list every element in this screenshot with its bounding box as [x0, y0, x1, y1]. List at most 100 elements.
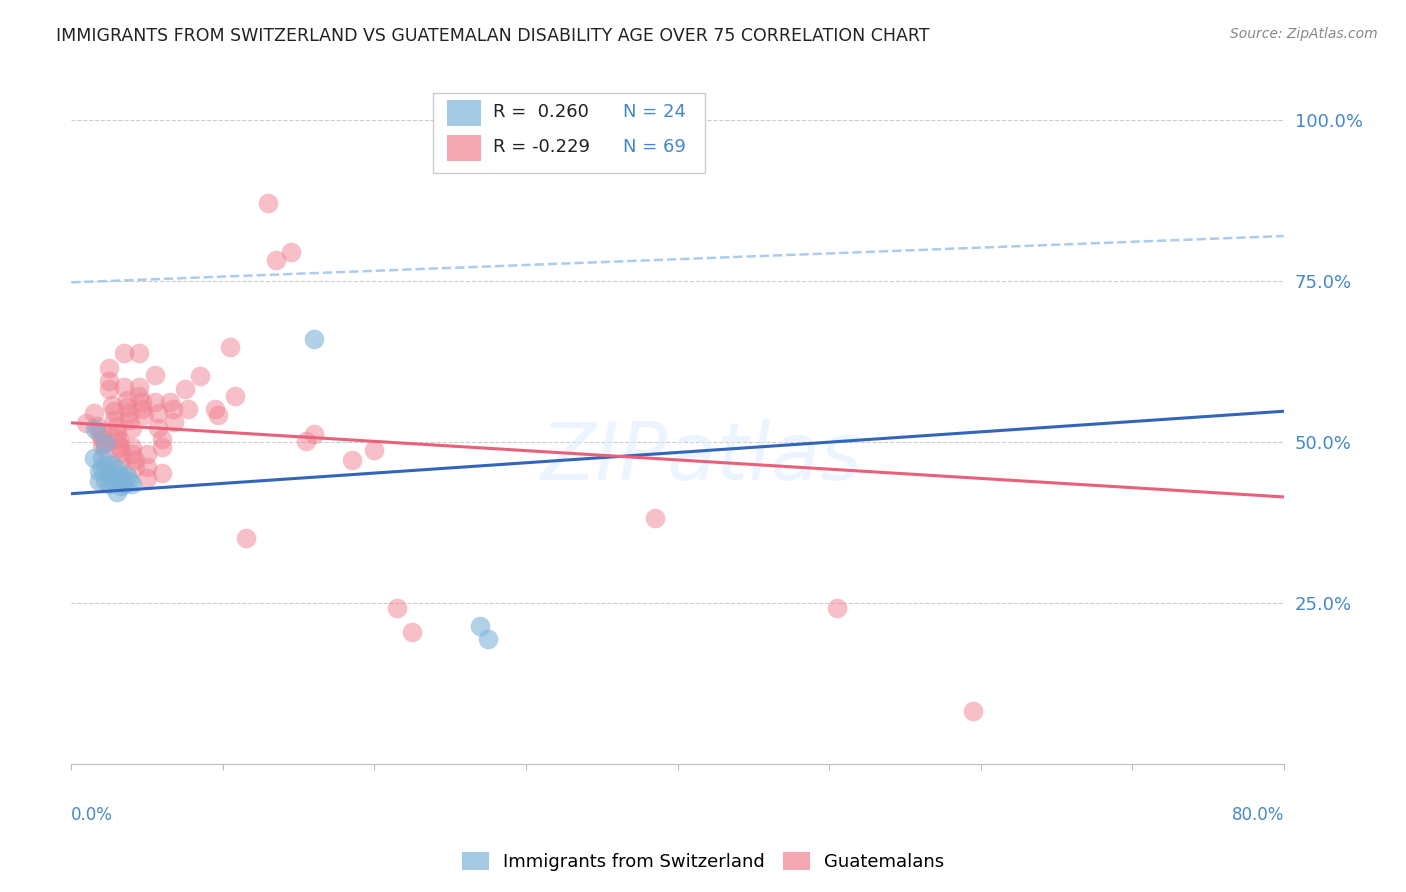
Bar	[447, 135, 481, 161]
Point	[477, 632, 499, 646]
Point	[105, 485, 128, 500]
Point	[121, 447, 143, 461]
Point	[117, 400, 139, 414]
Bar	[447, 100, 481, 127]
Text: Source: ZipAtlas.com: Source: ZipAtlas.com	[1230, 27, 1378, 41]
Point	[136, 459, 159, 474]
Point	[90, 432, 112, 446]
Point	[143, 395, 166, 409]
Point	[264, 253, 287, 268]
Point	[93, 458, 115, 472]
Text: N = 24: N = 24	[623, 103, 686, 121]
Point	[219, 340, 242, 354]
Point	[101, 458, 124, 472]
Point	[90, 438, 112, 452]
Point	[401, 625, 423, 640]
Point	[112, 477, 135, 491]
Point	[470, 619, 492, 633]
Point	[150, 432, 173, 446]
Point	[112, 380, 135, 394]
Point	[340, 453, 363, 467]
Point	[86, 419, 108, 434]
Point	[90, 425, 112, 440]
Point	[103, 468, 125, 483]
Point	[280, 245, 302, 260]
Point	[121, 477, 143, 491]
Point	[98, 467, 121, 482]
Point	[105, 419, 128, 434]
Point	[962, 705, 984, 719]
Point	[75, 416, 97, 430]
Point	[131, 395, 153, 409]
Point	[105, 425, 128, 440]
Point	[98, 477, 121, 491]
Text: 0.0%: 0.0%	[72, 806, 112, 824]
Point	[825, 601, 848, 615]
Point	[128, 346, 150, 360]
Point	[105, 432, 128, 446]
Point	[295, 434, 318, 448]
Point	[117, 393, 139, 408]
Point	[103, 404, 125, 418]
Point	[105, 462, 128, 476]
Legend: Immigrants from Switzerland, Guatemalans: Immigrants from Switzerland, Guatemalans	[454, 845, 952, 879]
Point	[124, 453, 146, 467]
Point	[146, 406, 169, 420]
Point	[110, 453, 132, 467]
Text: R =  0.260: R = 0.260	[494, 103, 589, 121]
Point	[174, 382, 197, 396]
Point	[118, 474, 141, 488]
Point	[224, 389, 246, 403]
Point	[98, 382, 121, 396]
Point	[150, 466, 173, 480]
Point	[128, 380, 150, 394]
Point	[204, 401, 226, 416]
Point	[118, 412, 141, 426]
Text: R = -0.229: R = -0.229	[494, 138, 591, 156]
Point	[110, 479, 132, 493]
Point	[121, 421, 143, 435]
Point	[131, 401, 153, 416]
Point	[163, 415, 186, 429]
FancyBboxPatch shape	[433, 93, 706, 173]
Point	[108, 468, 131, 483]
Point	[207, 408, 229, 422]
Point	[112, 346, 135, 360]
Point	[132, 408, 155, 422]
Point	[118, 406, 141, 420]
Text: ZIPatlas: ZIPatlas	[541, 419, 863, 497]
Point	[87, 464, 110, 478]
Point	[93, 442, 115, 457]
Point	[385, 601, 408, 615]
Point	[103, 475, 125, 489]
Point	[108, 440, 131, 454]
Point	[188, 369, 211, 384]
Point	[93, 474, 115, 488]
Point	[84, 422, 107, 436]
Point	[101, 398, 124, 412]
Point	[128, 389, 150, 403]
Point	[644, 511, 666, 525]
Point	[110, 446, 132, 460]
Point	[257, 195, 280, 210]
Point	[121, 440, 143, 454]
Point	[124, 459, 146, 474]
Point	[110, 470, 132, 484]
Point	[136, 447, 159, 461]
Point	[162, 401, 184, 416]
Point	[177, 401, 200, 416]
Point	[146, 421, 169, 435]
Point	[136, 470, 159, 484]
Point	[90, 461, 112, 475]
Point	[302, 332, 325, 346]
Point	[363, 442, 385, 457]
Point	[150, 440, 173, 454]
Point	[87, 474, 110, 488]
Point	[90, 451, 112, 466]
Point	[83, 406, 105, 420]
Text: 80.0%: 80.0%	[1232, 806, 1284, 824]
Point	[143, 368, 166, 382]
Text: N = 69: N = 69	[623, 138, 686, 156]
Point	[302, 427, 325, 442]
Point	[159, 395, 181, 409]
